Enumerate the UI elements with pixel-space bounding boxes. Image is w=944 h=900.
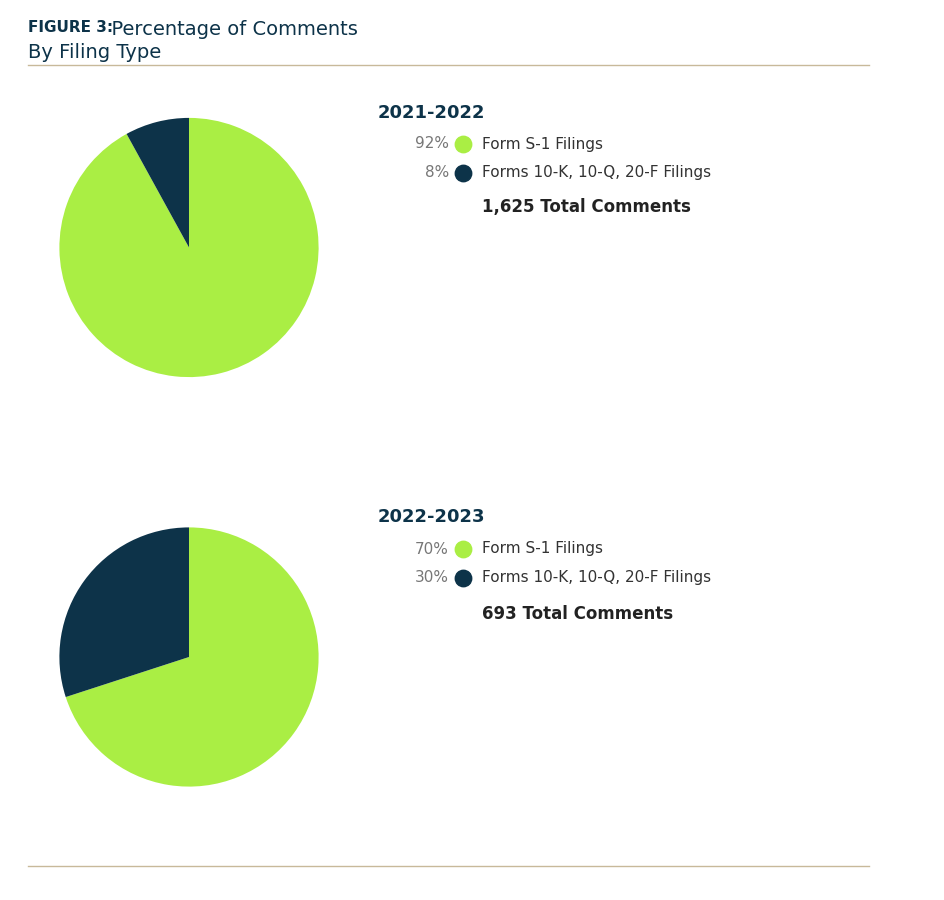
Wedge shape [66, 527, 318, 787]
Text: 2022-2023: 2022-2023 [378, 508, 485, 526]
Text: 70%: 70% [414, 542, 448, 556]
Text: Form S-1 Filings: Form S-1 Filings [481, 542, 602, 556]
Text: Forms 10-K, 10-Q, 20-F Filings: Forms 10-K, 10-Q, 20-F Filings [481, 166, 710, 180]
Text: 693 Total Comments: 693 Total Comments [481, 605, 672, 623]
Wedge shape [59, 527, 189, 697]
Text: Percentage of Comments: Percentage of Comments [99, 20, 358, 39]
Point [455, 571, 470, 585]
Text: 2021-2022: 2021-2022 [378, 104, 485, 122]
Wedge shape [126, 118, 189, 248]
Point [455, 542, 470, 556]
Text: Form S-1 Filings: Form S-1 Filings [481, 137, 602, 151]
Point [455, 137, 470, 151]
Text: 1,625 Total Comments: 1,625 Total Comments [481, 198, 690, 216]
Text: FIGURE 3:: FIGURE 3: [28, 20, 113, 35]
Text: Forms 10-K, 10-Q, 20-F Filings: Forms 10-K, 10-Q, 20-F Filings [481, 571, 710, 585]
Point [455, 166, 470, 180]
Text: 30%: 30% [414, 571, 448, 585]
Text: By Filing Type: By Filing Type [28, 43, 161, 62]
Text: 92%: 92% [414, 137, 448, 151]
Text: 8%: 8% [424, 166, 448, 180]
Wedge shape [59, 118, 318, 377]
